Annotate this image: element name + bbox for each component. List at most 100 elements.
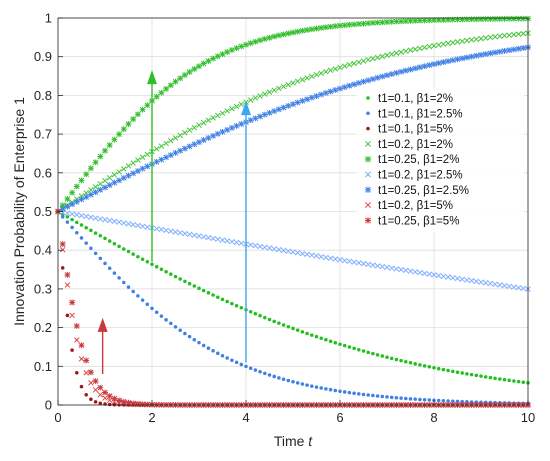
data-point [487,280,494,287]
data-point [106,217,113,224]
legend-item: t1=0.1, β1=5% [366,124,453,136]
data-point [473,36,480,42]
data-point [436,366,441,371]
data-point [473,278,480,285]
data-point [426,271,433,277]
data-point [516,379,521,384]
data-point [131,252,135,256]
data-point [211,349,215,353]
data-point [497,282,503,288]
data-point [238,121,245,127]
data-point [144,102,151,109]
data-point [511,31,517,38]
data-point [215,236,221,243]
data-point [346,82,353,89]
data-point [337,85,343,92]
data-point [78,177,85,184]
legend-label: t1=0.2, β1=2.5% [378,170,463,182]
data-point [239,306,244,310]
data-point [139,106,146,113]
data-point [116,177,122,184]
data-point [294,78,301,85]
data-point [97,153,104,160]
data-point [252,38,259,45]
data-point [356,59,362,65]
data-point [130,116,137,122]
data-point [304,96,310,103]
data-point [196,122,202,128]
data-point [272,374,276,379]
data-point [116,131,122,138]
data-point [459,38,465,44]
data-point [385,395,389,399]
data-point [341,257,348,264]
data-point [197,340,201,345]
data-point [172,78,179,85]
data-point [117,244,121,249]
data-point [70,225,74,230]
data-point [426,43,433,50]
data-point [446,368,450,373]
data-point [244,364,248,369]
data-point [417,64,423,71]
data-point [299,76,306,83]
data-point [374,54,381,61]
data-point [173,274,178,279]
data-point [102,395,108,401]
data-point [257,113,263,120]
data-point [357,392,361,396]
data-point [341,63,348,69]
data-point [122,247,126,251]
data-point [421,44,428,51]
data-point [121,166,127,172]
data-point [440,59,447,66]
x-tick-label: 10 [521,410,535,425]
legend-item: t1=0.2, β1=2% [365,139,453,151]
data-point [257,243,263,250]
data-point [74,337,80,343]
data-point [285,30,292,37]
data-point [89,246,93,251]
data-point [299,98,306,104]
data-point [107,239,112,243]
series-2 [56,209,530,406]
data-point [341,22,348,29]
data-point [512,379,516,383]
data-point [291,326,295,331]
data-point [272,319,276,324]
data-point [65,220,70,224]
data-point [421,63,428,70]
data-point [111,395,118,402]
data-point [332,256,339,262]
data-point [120,175,127,181]
data-point [355,80,362,86]
data-point [280,247,287,254]
data-point [164,318,168,322]
data-point [130,170,137,177]
data-point [262,91,268,97]
data-point [83,357,90,364]
data-point [215,112,221,119]
data-point [92,189,99,196]
data-point [263,371,267,376]
data-point [285,248,292,254]
data-point [106,142,113,149]
data-point [493,376,497,381]
data-point [65,215,70,219]
data-point [60,215,65,219]
data-point [422,364,427,368]
data-point [150,306,154,311]
legend-marker [366,126,370,131]
data-point [125,163,132,169]
data-point [332,23,339,30]
data-point [201,288,206,293]
data-point [125,121,132,127]
data-point [328,387,333,392]
legend-item: t1=0.1, β1=2.5% [366,108,463,120]
arrow [241,101,251,363]
legend-label: t1=0.1, β1=2.5% [378,108,463,120]
data-point [154,265,159,269]
data-point [460,399,464,404]
legend-label: t1=0.1, β1=2% [378,93,453,105]
data-point [332,66,339,72]
